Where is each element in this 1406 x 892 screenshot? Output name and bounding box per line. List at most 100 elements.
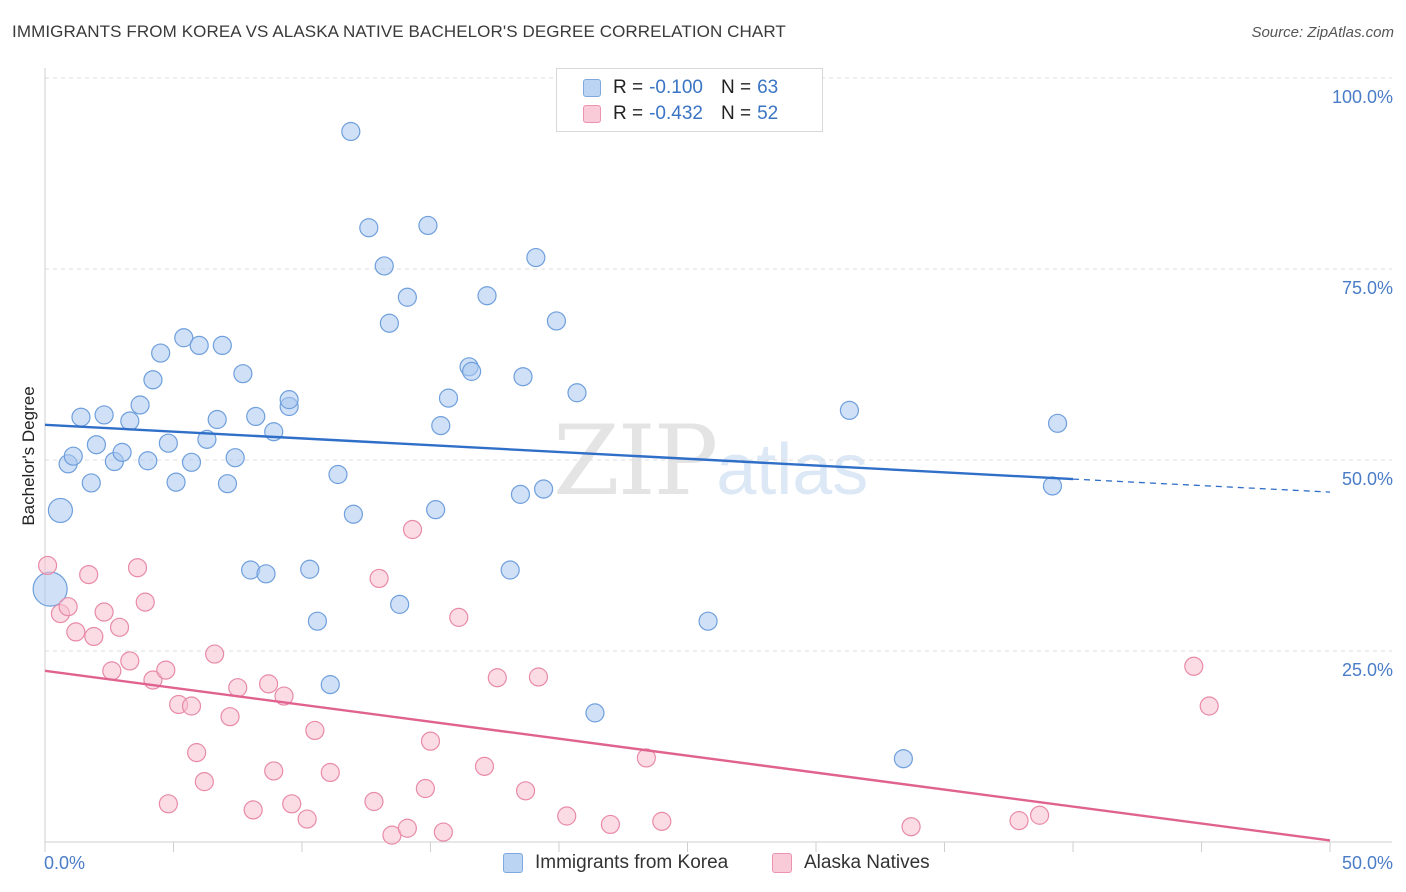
point-korea (477, 286, 497, 306)
point-korea (130, 395, 150, 415)
point-korea (300, 559, 320, 579)
point-korea (94, 405, 114, 425)
trend-lines (44, 423, 1331, 842)
point-alaska (181, 696, 202, 716)
point-korea (567, 383, 587, 403)
chart-title: IMMIGRANTS FROM KOREA VS ALASKA NATIVE B… (12, 22, 786, 41)
point-korea (174, 328, 194, 348)
trend-line-alaska (44, 669, 1331, 842)
point-alaska (600, 814, 621, 835)
point-alaska (58, 597, 78, 617)
legend-row-korea: R = -0.100 N = 63 (583, 76, 778, 100)
point-alaska (205, 644, 225, 664)
point-korea (359, 218, 379, 238)
point-alaska (369, 568, 389, 589)
point-korea (698, 611, 718, 631)
y-tick-label: 75.0% (1342, 278, 1393, 298)
legend-swatch-korea (583, 79, 601, 97)
point-korea (279, 390, 299, 410)
tick-labels: 100.0% 75.0% 50.0% 25.0% 0.0% 50.0% (44, 87, 1393, 873)
point-korea (217, 474, 238, 494)
point-alaska (79, 564, 99, 585)
y-axis-label: Bachelor's Degree (19, 386, 38, 525)
point-korea (181, 452, 202, 472)
legend-n-label: N = (720, 77, 752, 98)
point-korea (390, 594, 410, 614)
point-alaska (415, 778, 435, 799)
point-korea (839, 400, 860, 420)
axes (44, 68, 1392, 852)
point-alaska (187, 743, 207, 763)
point-korea (379, 313, 399, 333)
point-alaska (1184, 656, 1204, 676)
point-korea (500, 560, 520, 580)
x-tick-label: 0.0% (44, 853, 85, 873)
point-alaska (282, 794, 302, 814)
point-alaska (901, 817, 921, 837)
point-alaska (37, 555, 58, 576)
point-korea (71, 407, 91, 427)
point-alaska (402, 519, 423, 540)
legend-n-value: 63 (757, 77, 779, 98)
bottom-legend-label-alaska: Alaska Natives (804, 852, 930, 873)
point-alaska (156, 660, 176, 680)
point-alaska (127, 558, 148, 578)
point-korea (341, 121, 361, 142)
point-alaska (102, 661, 122, 681)
data-points (32, 121, 1219, 845)
y-tick-label: 50.0% (1342, 469, 1393, 489)
point-alaska (84, 626, 104, 647)
point-korea (438, 388, 459, 408)
point-korea (1047, 413, 1068, 433)
point-korea (585, 703, 605, 723)
point-alaska (94, 602, 114, 622)
legend-swatch-alaska (583, 105, 601, 123)
watermark: ZIPatlas (553, 405, 868, 517)
bottom-legend-label-korea: Immigrants from Korea (535, 852, 729, 873)
point-korea (343, 504, 363, 524)
point-korea (374, 256, 394, 276)
point-korea (81, 473, 101, 493)
point-korea (320, 675, 340, 695)
point-korea (225, 448, 245, 468)
point-korea (246, 406, 266, 427)
point-korea (86, 435, 107, 455)
point-korea (533, 479, 554, 499)
bottom-legend-korea: Immigrants from Korea (503, 852, 728, 874)
trend-line-korea (44, 423, 1074, 481)
stats-legend: R = -0.100 N = 63 R = -0.432 N = 52 (556, 68, 823, 132)
point-alaska (1199, 696, 1219, 716)
point-korea (307, 611, 328, 631)
point-korea (513, 367, 533, 387)
point-alaska (449, 607, 469, 627)
bottom-legend-swatch-alaska (772, 853, 792, 873)
point-alaska (652, 811, 672, 831)
point-alaska (1029, 805, 1050, 825)
point-korea (197, 429, 217, 449)
point-alaska (120, 651, 140, 671)
legend-r-label: R = (613, 103, 644, 124)
point-alaska (397, 818, 417, 838)
y-tick-label: 25.0% (1342, 660, 1393, 680)
point-alaska (420, 731, 441, 751)
point-alaska (135, 592, 155, 612)
point-alaska (474, 756, 495, 776)
point-korea (112, 442, 132, 462)
point-alaska (487, 668, 507, 688)
legend-r-value: -0.432 (649, 103, 703, 124)
point-korea (462, 361, 482, 381)
legend-r-label: R = (613, 77, 644, 98)
point-alaska (264, 761, 284, 781)
point-korea (256, 564, 276, 584)
bottom-legend-alaska: Alaska Natives (772, 852, 930, 874)
point-korea (233, 364, 253, 384)
point-korea (138, 451, 158, 471)
point-alaska (109, 617, 130, 637)
point-korea (166, 472, 186, 492)
point-korea (212, 335, 232, 355)
legend-n-value: 52 (757, 103, 779, 124)
point-korea (893, 749, 913, 769)
point-korea (120, 411, 140, 431)
point-korea (526, 247, 546, 268)
point-korea (207, 409, 227, 430)
